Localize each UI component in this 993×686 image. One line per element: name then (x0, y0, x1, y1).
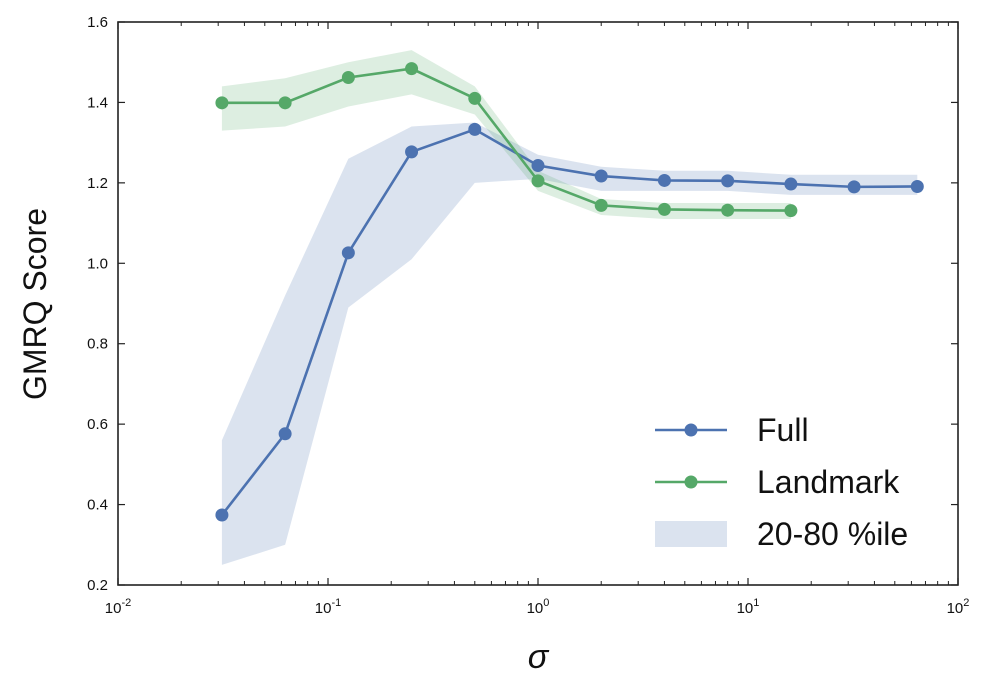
y-tick-label: 1.6 (87, 14, 108, 31)
x-tick-label: 102 (947, 597, 970, 617)
landmark-point (468, 91, 482, 105)
landmark-point (341, 71, 355, 84)
landmark-point (721, 203, 735, 217)
legend: Full Landmark 20-80 %ile (655, 412, 908, 552)
full-point (784, 177, 798, 191)
full-point (531, 159, 545, 173)
series-lines (220, 67, 918, 516)
landmark-point (594, 198, 608, 212)
landmark-point (405, 62, 419, 76)
landmark-point (278, 96, 292, 110)
legend-swatch-20-80-ile (655, 521, 727, 547)
full-point (594, 169, 608, 183)
full-series-line (220, 127, 918, 516)
y-tick-label: 1.4 (87, 94, 108, 111)
percentile-bands (221, 50, 918, 565)
full-point (847, 180, 861, 194)
full-point (215, 508, 229, 522)
full-point (405, 145, 419, 159)
legend-label-full: Full (757, 412, 809, 448)
series-points (215, 62, 924, 522)
y-tick-label: 1.0 (87, 255, 108, 272)
landmark-series-line (221, 67, 791, 212)
full-point (657, 173, 671, 187)
y-tick-label: 0.2 (87, 577, 108, 594)
full-point (468, 122, 482, 136)
full-point (278, 427, 292, 441)
legend-label-20-80-ile: 20-80 %ile (757, 516, 908, 552)
y-tick-label: 0.8 (87, 336, 108, 353)
x-tick-labels: 10-2 10-1 100 101 102 (105, 597, 970, 617)
full-point (721, 174, 735, 188)
landmark-point (215, 96, 229, 110)
legend-marker-landmark (684, 475, 698, 489)
x-tick-label: 101 (737, 597, 760, 617)
landmark-point (657, 202, 671, 216)
legend-label-landmark: Landmark (757, 464, 900, 500)
x-tick-label: 10-2 (105, 597, 131, 617)
y-tick-labels: 0.2 0.4 0.6 0.8 1.0 1.2 1.4 1.6 (87, 14, 108, 594)
full-point (910, 179, 924, 193)
y-axis-label: GMRQ Score (17, 208, 53, 400)
x-tick-label: 10-1 (315, 597, 341, 617)
landmark-point (784, 204, 798, 218)
y-tick-label: 0.4 (87, 497, 108, 514)
full-percentile-band (221, 122, 918, 565)
full-point (341, 246, 355, 260)
axis-ticks (117, 21, 959, 586)
landmark-point (531, 174, 545, 188)
y-tick-label: 1.2 (87, 175, 108, 192)
landmark-percentile-band (221, 50, 791, 220)
x-axis-label: σ (528, 638, 550, 676)
x-tick-label: 100 (527, 597, 550, 617)
y-tick-label: 0.6 (87, 416, 108, 433)
legend-marker-full (684, 423, 698, 437)
